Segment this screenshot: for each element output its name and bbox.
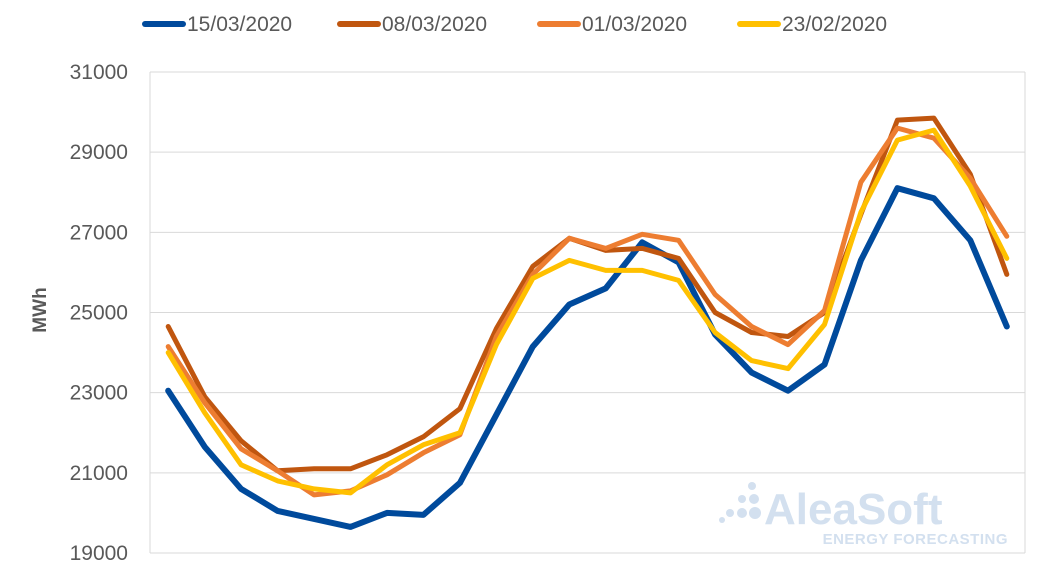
- series-line-3: [165, 125, 1010, 498]
- legend-label-2: 08/03/2020: [382, 13, 487, 36]
- gridlines: [149, 71, 1026, 554]
- legend-label-1: 15/03/2020: [187, 13, 292, 36]
- aleasoft-watermark: AleaSoft ENERGY FORECASTING: [719, 482, 1008, 548]
- legend-label-4: 23/02/2020: [782, 13, 887, 36]
- watermark-tagline: ENERGY FORECASTING: [823, 531, 1008, 548]
- plot-area: [165, 115, 1010, 530]
- y-tick-label: 25000: [70, 302, 128, 325]
- y-tick-label: 27000: [70, 221, 128, 244]
- legend: 15/03/2020 08/03/2020 01/03/2020 23/02/2020: [142, 13, 887, 36]
- y-tick-label: 31000: [70, 61, 128, 84]
- y-tick-label: 23000: [70, 382, 128, 405]
- y-axis-label: MWh: [30, 287, 51, 332]
- y-tick-label: 29000: [70, 141, 128, 164]
- aleasoft-logo-dots-icon: [719, 482, 761, 523]
- y-tick-label: 21000: [70, 462, 128, 485]
- legend-label-3: 01/03/2020: [582, 13, 687, 36]
- y-axis: 19000 21000 23000 25000 27000 29000 31000: [70, 61, 128, 565]
- series-line-1: [165, 185, 1010, 530]
- watermark-brand: AleaSoft: [764, 485, 943, 534]
- y-tick-label: 19000: [70, 542, 128, 565]
- series-line-4: [165, 127, 1010, 496]
